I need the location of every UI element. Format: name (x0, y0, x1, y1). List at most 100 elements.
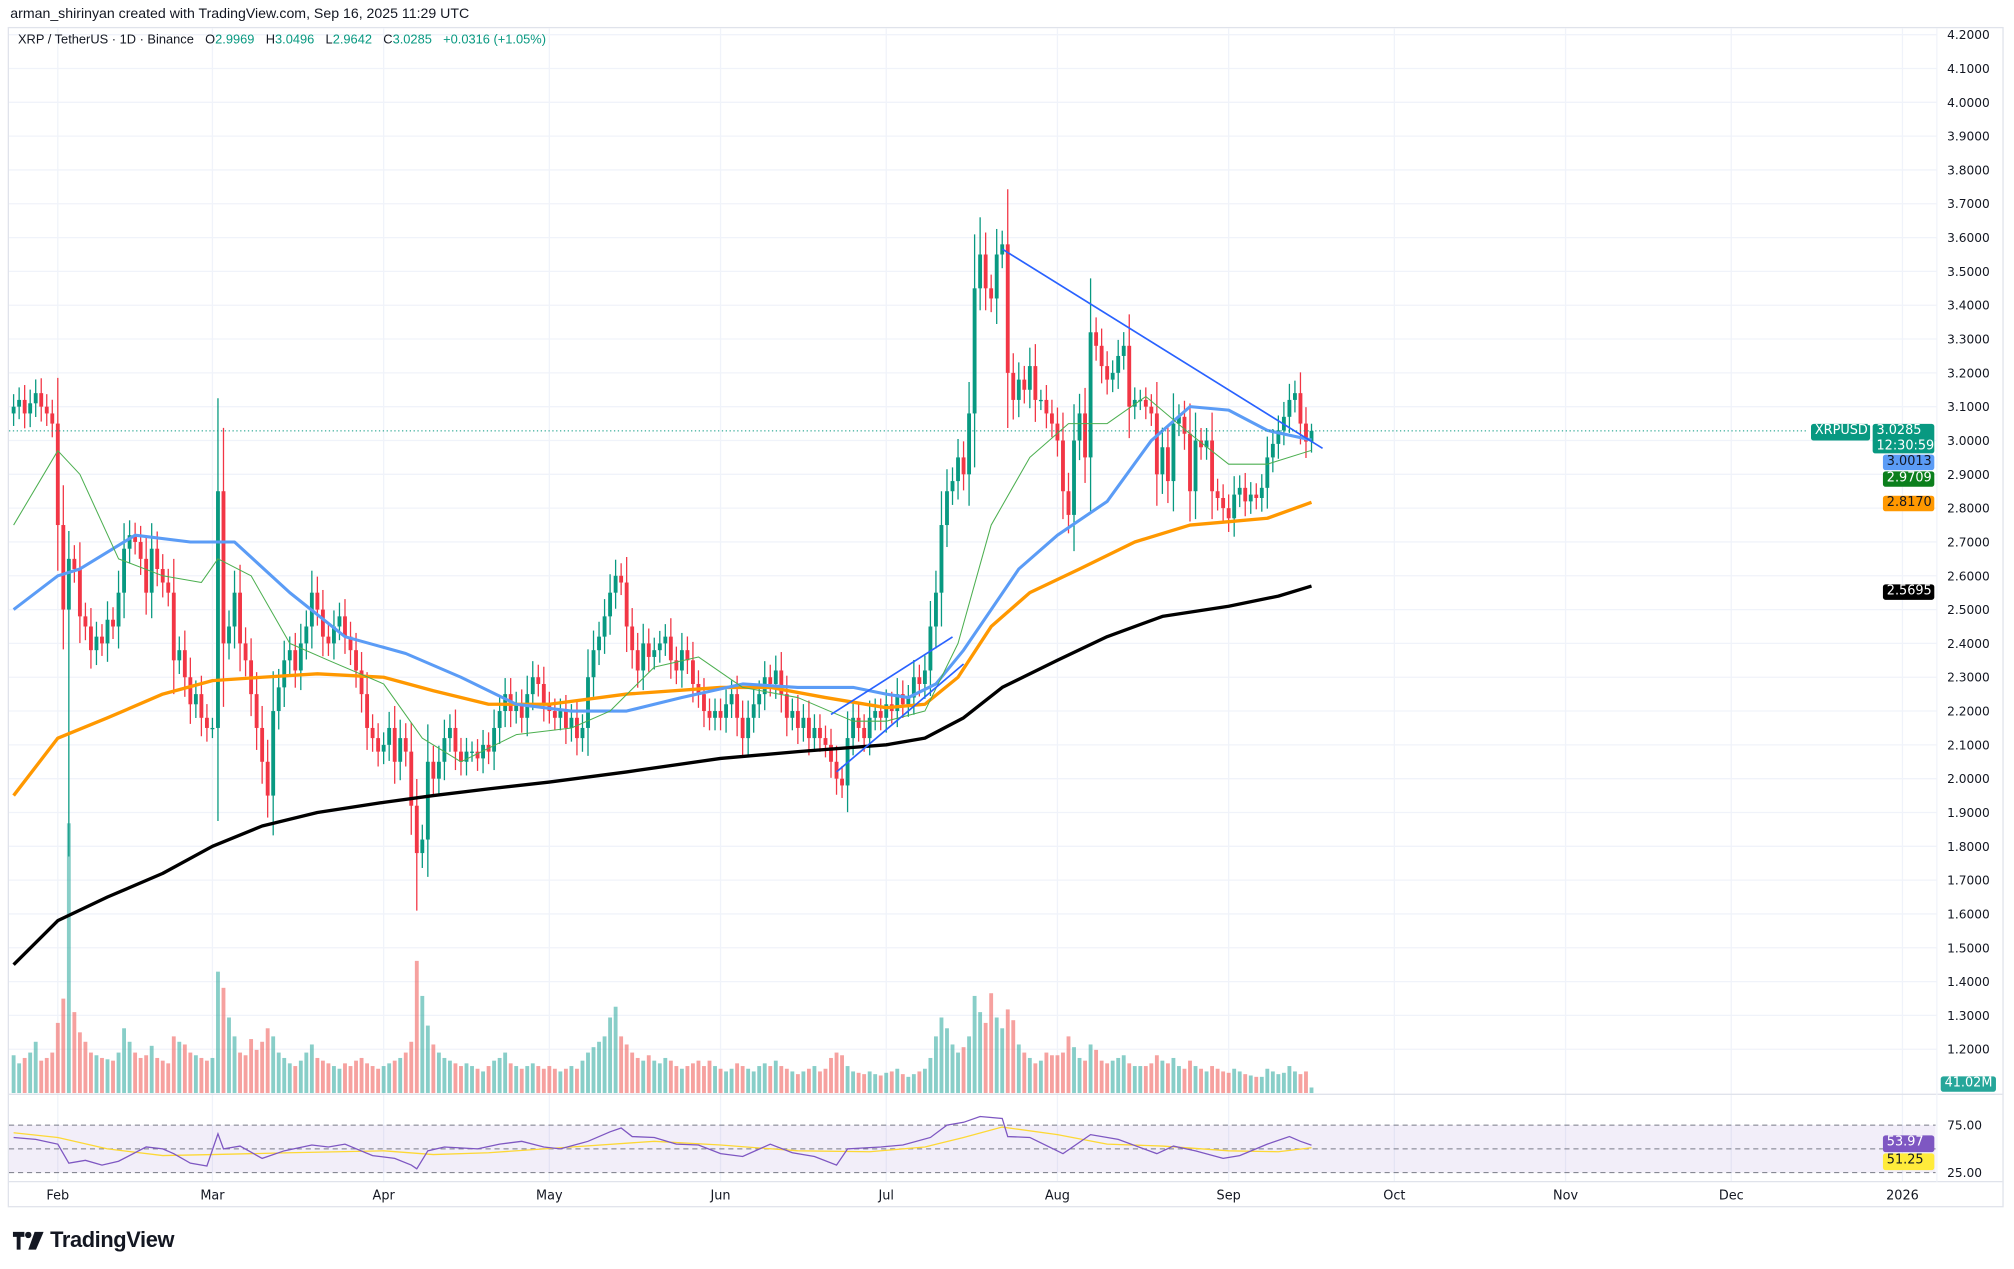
volume-bar (983, 1022, 988, 1094)
tradingview-logo[interactable]: TradingView (12, 1228, 174, 1254)
candle-body (1248, 494, 1253, 502)
candle-body (359, 670, 364, 695)
volume-bar (1221, 1071, 1226, 1094)
symbol-title[interactable]: XRP / TetherUS · 1D · Binance (17, 33, 194, 48)
volume-bar (304, 1052, 309, 1094)
volume-bar (851, 1071, 856, 1094)
candle-body (425, 761, 430, 840)
candle-body (1160, 447, 1165, 475)
volume-bar (1226, 1072, 1231, 1094)
candle-body (939, 525, 944, 593)
candle-body (133, 535, 138, 542)
volume-bar (254, 1049, 259, 1094)
candle-body (1105, 366, 1110, 380)
volume-bar (928, 1057, 933, 1094)
candle-body (254, 694, 259, 728)
time-axis-label: 2026 (1886, 1189, 1919, 1204)
tradingview-logo-icon (12, 1231, 44, 1250)
candle-body (613, 575, 618, 593)
candle-body (934, 592, 938, 627)
volume-bar (784, 1068, 789, 1094)
candle-body (1287, 399, 1292, 417)
candle-body (1215, 491, 1220, 498)
volume-bar (889, 1071, 894, 1094)
volume-bar (326, 1063, 331, 1094)
candle-body (746, 717, 751, 739)
volume-bar (177, 1041, 182, 1094)
volume-bar (989, 993, 994, 1094)
volume-bar (1099, 1060, 1104, 1094)
price-axis-label: 3.6000 (1947, 231, 1990, 245)
candle-body (17, 399, 22, 407)
price-axis-label: 1.2000 (1947, 1043, 1990, 1057)
candle-body (1094, 332, 1099, 346)
volume-bar (685, 1066, 690, 1094)
bar-countdown: 12:30:59 (1876, 439, 1935, 454)
candle-body (392, 727, 397, 762)
candle-body (138, 541, 143, 559)
candle-body (387, 727, 392, 745)
volume-bar (309, 1044, 314, 1094)
rsi-ma-line (13, 1126, 1312, 1157)
candle-body (978, 254, 983, 289)
volume-bar (1077, 1057, 1082, 1094)
symbol-legend[interactable]: XRP / TetherUS · 1D · Binance O2.9969 H3… (18, 33, 546, 47)
candle-body (149, 548, 154, 593)
candle-body (55, 423, 60, 526)
price-axis-label: 2.1000 (1947, 738, 1990, 752)
candle-body (94, 636, 99, 651)
close-label: C (383, 33, 393, 48)
candle-body (635, 650, 640, 671)
volume-bar (508, 1063, 513, 1094)
candle-body (702, 694, 706, 712)
volume-bar (1165, 1063, 1170, 1094)
volume-bar (1066, 1036, 1071, 1094)
time-axis-label: Aug (1045, 1189, 1070, 1204)
price-axis-label: 2.8000 (1947, 502, 1990, 516)
candle-body (320, 609, 325, 637)
candle-body (729, 694, 734, 705)
candle-body (895, 694, 900, 712)
candle-body (646, 643, 651, 657)
volume-bar (1083, 1060, 1087, 1094)
candle-body (459, 751, 463, 762)
volume-bar (105, 1059, 110, 1094)
candle-body (1038, 399, 1043, 402)
candle-body (1110, 372, 1115, 380)
candle-body (481, 744, 485, 759)
candle-body (757, 694, 762, 705)
candle-body (403, 738, 408, 752)
candle-body (447, 727, 452, 739)
rsi-line (13, 1115, 1312, 1170)
candle-body (989, 288, 994, 299)
volume-bar (945, 1028, 949, 1094)
volume-bar (337, 1068, 342, 1094)
price-axis-label: 4.0000 (1947, 96, 1990, 110)
candle-body (552, 711, 557, 718)
candle-body (873, 711, 878, 718)
volume-bar (348, 1066, 353, 1094)
volume-bar (28, 1052, 33, 1094)
candle-body (906, 697, 911, 705)
volume-bar (1259, 1076, 1264, 1094)
candle-body (182, 650, 187, 678)
open-value: 2.9969 (215, 33, 255, 48)
volume-bar (602, 1036, 607, 1094)
candle-body (597, 636, 601, 651)
volume-bar (900, 1074, 905, 1094)
volume-bar (315, 1057, 320, 1094)
volume-bar (442, 1057, 447, 1094)
time-axis-label: Feb (46, 1189, 69, 1204)
volume-bar (210, 1057, 215, 1094)
time-axis-label: Oct (1383, 1189, 1405, 1204)
volume-bar (1138, 1066, 1143, 1094)
volume-bar (911, 1074, 916, 1094)
volume-bar (11, 1055, 16, 1094)
volume-bar (1011, 1020, 1016, 1094)
candle-body (624, 582, 629, 627)
candle-body (862, 727, 867, 739)
candle-body (343, 616, 347, 637)
candle-body (77, 569, 82, 617)
volume-bar (762, 1063, 767, 1094)
